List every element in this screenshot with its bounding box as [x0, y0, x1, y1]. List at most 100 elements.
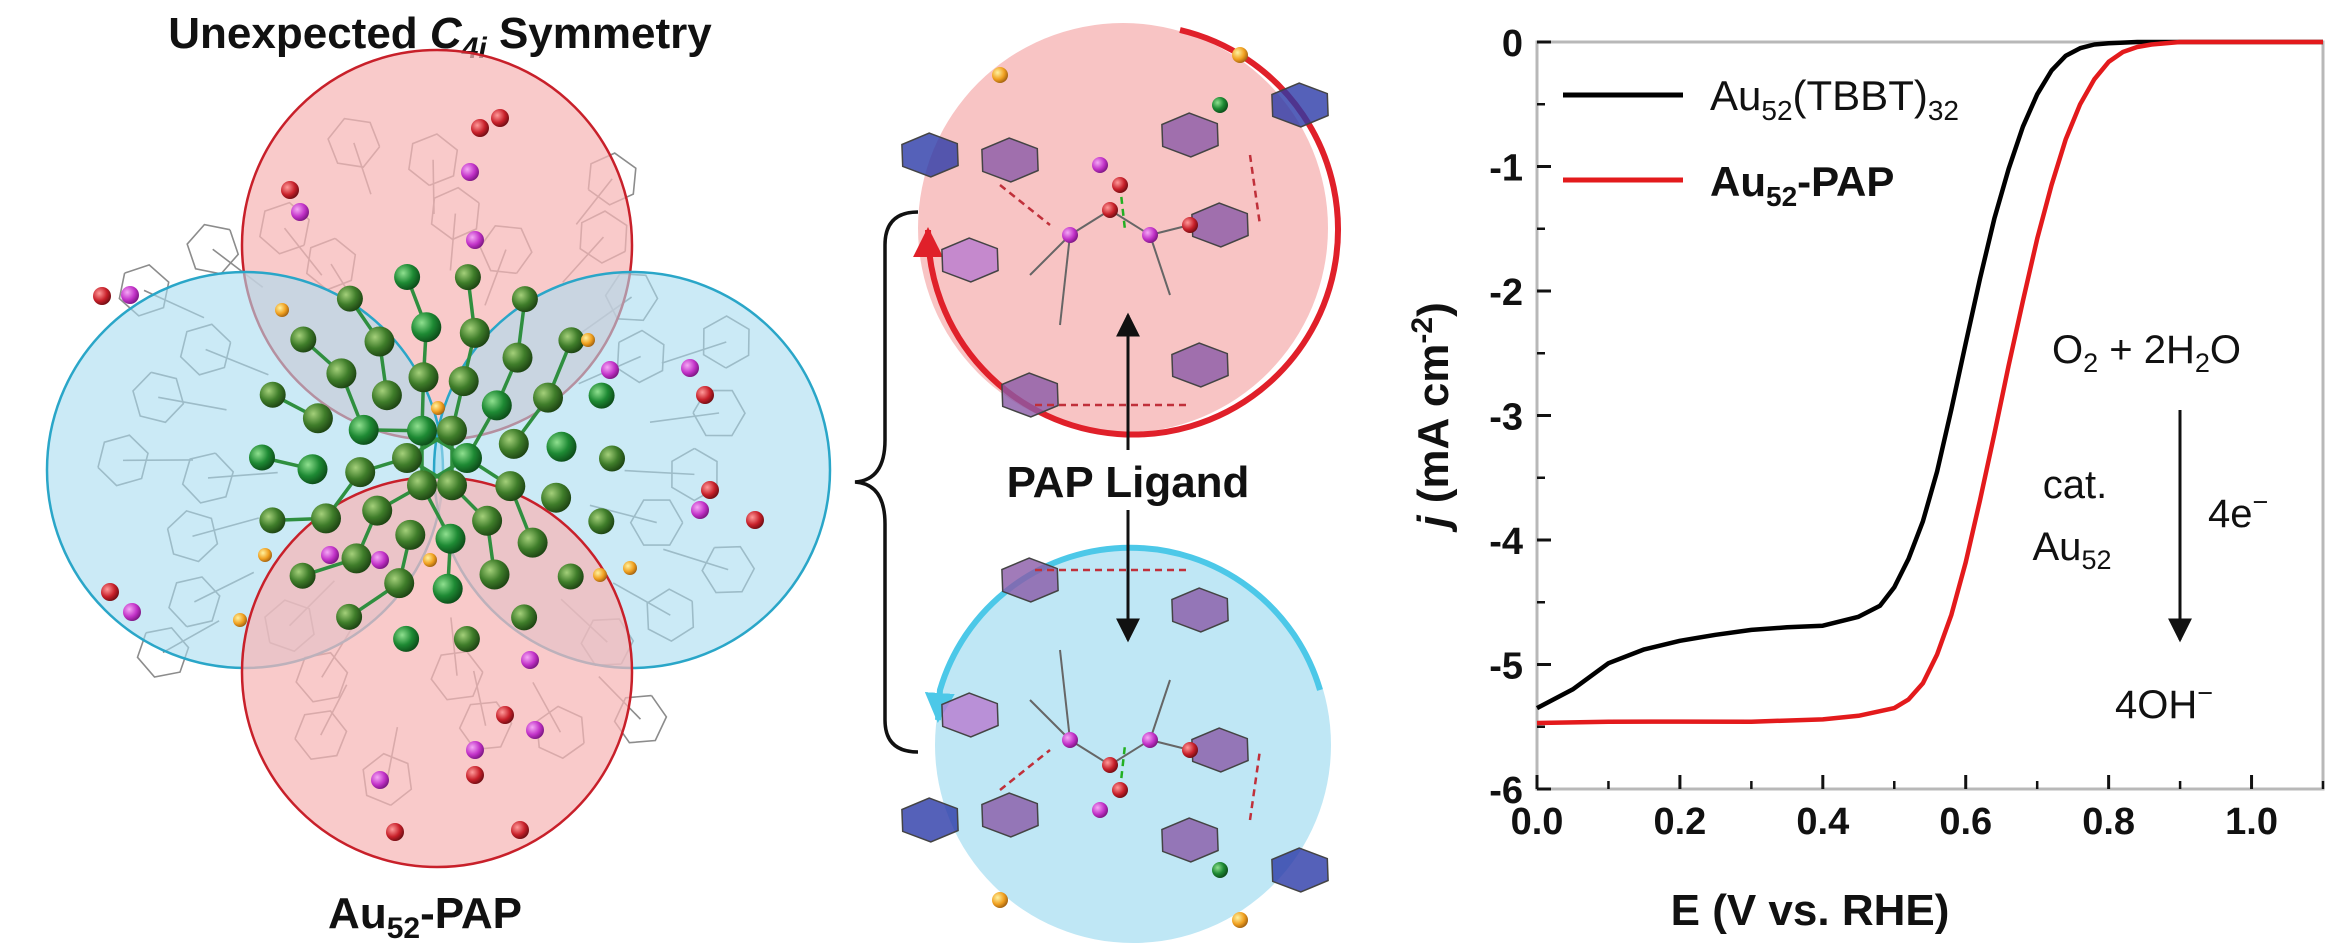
phosphorus-atom [521, 651, 539, 669]
aryl-ring [981, 137, 1039, 183]
au-atom [362, 495, 393, 526]
oxygen-atom [93, 287, 111, 305]
oxygen-atom [386, 823, 404, 841]
sulfur-atom [258, 548, 272, 562]
sulfur-atom [992, 67, 1008, 83]
phosphorus-atom [321, 546, 339, 564]
ligand-bond [1149, 679, 1171, 741]
au-atom [459, 317, 490, 348]
phosphorus-atom [371, 771, 389, 789]
au-atom [502, 342, 533, 373]
aryl-ring [1271, 847, 1329, 893]
y-tick-label: -4 [1489, 521, 1523, 563]
catalyst-label: Au52 [2033, 525, 2112, 575]
reactants: O2 + 2H2O [2052, 328, 2241, 378]
au-atom [384, 568, 415, 599]
x-tick-label: 0.2 [1653, 801, 1706, 843]
au-atom [407, 415, 437, 446]
au-atom [345, 457, 376, 488]
sulfur-atom [1232, 912, 1248, 928]
oxygen-atom [281, 181, 299, 199]
au-atom [481, 390, 512, 421]
aryl-ring [901, 132, 959, 178]
x-axis-title: E (V vs. RHE) [1671, 886, 1950, 935]
noncovalent-interaction [1118, 744, 1127, 791]
au-atom [517, 527, 548, 558]
au-atom [259, 381, 286, 408]
sulfur-atom [992, 892, 1008, 908]
phosphorus-atom [601, 361, 619, 379]
noncovalent-interaction [1118, 184, 1127, 231]
gold-atom [1212, 862, 1228, 878]
electrons-label: 4e− [2208, 487, 2268, 536]
phosphorus-atom [1092, 157, 1108, 173]
y-tick-label: -6 [1489, 770, 1523, 812]
au-atom [311, 503, 341, 534]
au-atom [472, 505, 503, 536]
aryl-ring [1161, 112, 1219, 158]
au-atom [511, 286, 538, 313]
au-atom [297, 454, 328, 485]
aryl-ring [1001, 557, 1059, 603]
oxygen-atom [1112, 177, 1128, 193]
bottom-ligand-structure [901, 557, 1329, 928]
au-atom [498, 428, 529, 459]
series-lines [1535, 39, 2323, 726]
au-atom [371, 380, 402, 411]
series-line-au52-tbbt [1535, 39, 2323, 711]
phosphorus-atom [466, 231, 484, 249]
cluster-title-prefix: Unexpected [168, 9, 430, 58]
y-tick-label: -1 [1489, 148, 1523, 190]
aryl-ring [981, 792, 1039, 838]
oxygen-atom [1102, 757, 1118, 773]
au-atom [599, 445, 625, 472]
gold-atom [1212, 97, 1228, 113]
sulfur-atom [581, 333, 595, 347]
au-atom [479, 559, 510, 590]
au-atom [448, 366, 479, 397]
sulfur-atom [423, 553, 437, 567]
oxygen-atom [496, 706, 514, 724]
oxygen-atom [1102, 202, 1118, 218]
phosphorus-atom [466, 741, 484, 759]
au-atom [511, 604, 538, 631]
x-tick-label: 0.8 [2082, 801, 2135, 843]
ligand-bond [1059, 649, 1071, 741]
au-atom [495, 471, 526, 502]
cluster-title: Unexpected C4i Symmetry [168, 9, 712, 65]
product-label: 4OH− [2115, 678, 2213, 727]
aryl-ring [1171, 342, 1229, 388]
au-atom [437, 415, 467, 446]
y-tick-label: 0 [1502, 23, 1523, 65]
cluster-name-sub: 52 [387, 912, 420, 945]
oxygen-atom [1112, 782, 1128, 798]
cluster-panel: Unexpected C4i Symmetry Au52-PAP [45, 9, 832, 945]
x-tick-label: 0.6 [1939, 801, 1992, 843]
phosphorus-atom [121, 286, 139, 304]
aryl-ring [901, 797, 959, 843]
phosphorus-atom [691, 501, 709, 519]
phosphorus-atom [371, 551, 389, 569]
phenyl-wireframe [186, 223, 240, 275]
bottom-ligand-domain [935, 547, 1331, 943]
phosphorus-atom [681, 359, 699, 377]
ligand-panel: PAP Ligand [854, 23, 1341, 943]
au-atom [289, 562, 316, 589]
axis-tick-labels: 0.0 0.2 0.4 0.6 0.8 1.0 0 -1 -2 -3 -4 -5 -6 [1489, 23, 2278, 843]
au-atom [393, 625, 420, 652]
phosphorus-atom [1142, 732, 1158, 748]
sulfur-atom [233, 613, 247, 627]
sulfur-atom [593, 568, 607, 582]
cluster-name-base: Au [328, 889, 387, 938]
oxygen-atom [746, 511, 764, 529]
ligand-label-backdrop [975, 450, 1280, 510]
aryl-ring [1161, 817, 1219, 863]
aryl-ring [1191, 202, 1249, 248]
au-atom [541, 482, 572, 513]
au-atom [454, 264, 481, 291]
aryl-ring [1171, 587, 1229, 633]
sulfur-atom [431, 401, 445, 415]
noncovalent-interaction [999, 184, 1051, 226]
phosphorus-atom [461, 163, 479, 181]
y-tick-label: -3 [1489, 397, 1523, 439]
